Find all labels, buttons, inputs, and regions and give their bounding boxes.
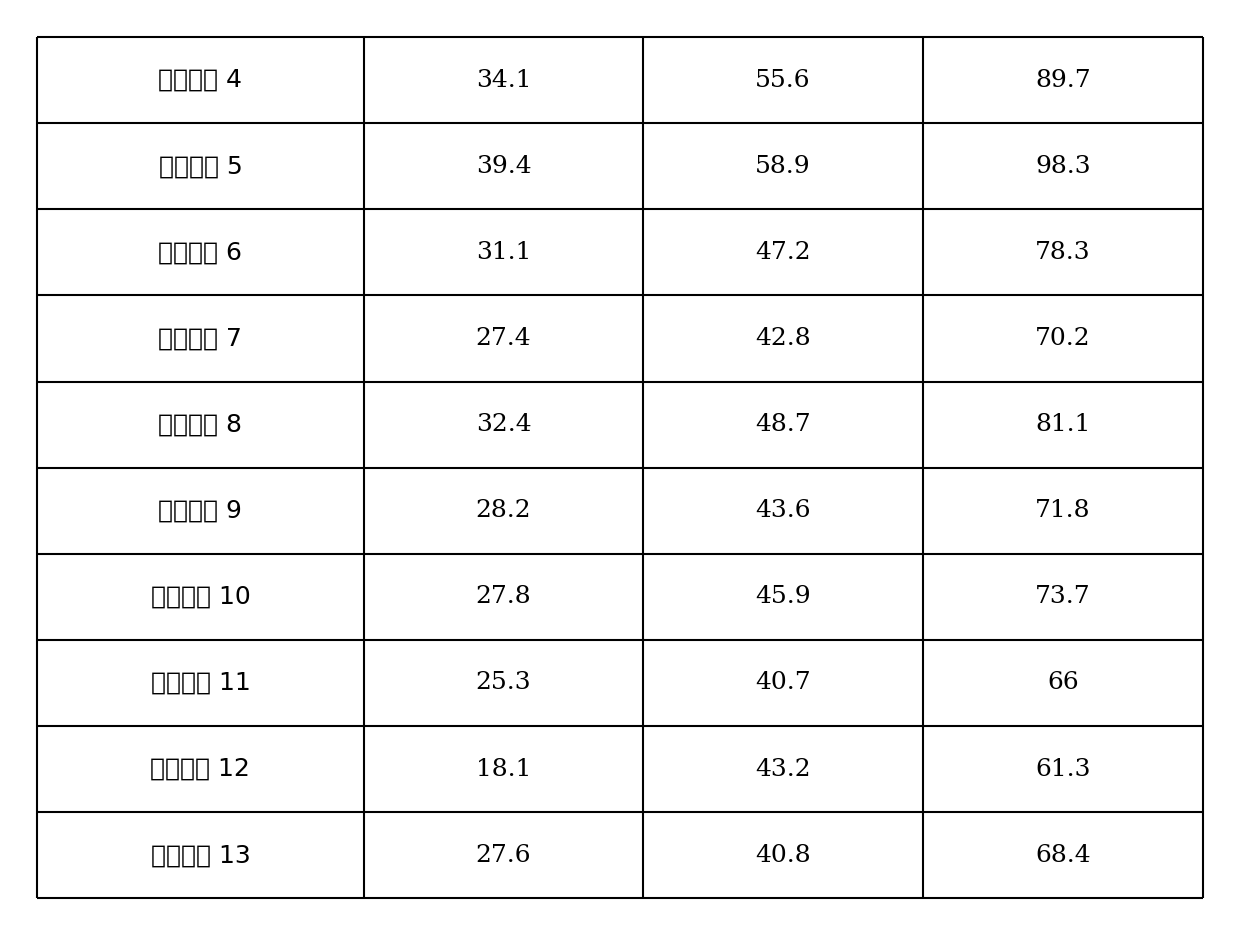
Text: 实验样品 5: 实验样品 5 (159, 155, 242, 178)
Text: 28.2: 28.2 (476, 499, 531, 522)
Text: 39.4: 39.4 (476, 155, 531, 178)
Text: 43.2: 43.2 (755, 757, 811, 781)
Text: 18.1: 18.1 (476, 757, 531, 781)
Text: 实验样品 7: 实验样品 7 (159, 327, 242, 350)
Text: 61.3: 61.3 (1035, 757, 1091, 781)
Text: 81.1: 81.1 (1035, 413, 1091, 436)
Text: 55.6: 55.6 (755, 69, 811, 92)
Text: 42.8: 42.8 (755, 327, 811, 350)
Text: 32.4: 32.4 (476, 413, 531, 436)
Text: 27.6: 27.6 (476, 844, 531, 867)
Text: 实验样品 10: 实验样品 10 (150, 585, 250, 608)
Text: 43.6: 43.6 (755, 499, 811, 522)
Text: 27.8: 27.8 (476, 585, 531, 608)
Text: 34.1: 34.1 (476, 69, 531, 92)
Text: 78.3: 78.3 (1035, 241, 1091, 264)
Text: 68.4: 68.4 (1035, 844, 1091, 867)
Text: 47.2: 47.2 (755, 241, 811, 264)
Text: 实验样品 9: 实验样品 9 (159, 499, 242, 522)
Text: 66: 66 (1047, 671, 1079, 694)
Text: 40.8: 40.8 (755, 844, 811, 867)
Text: 实验样品 12: 实验样品 12 (150, 757, 250, 781)
Text: 实验样品 8: 实验样品 8 (159, 413, 242, 436)
Text: 40.7: 40.7 (755, 671, 811, 694)
Text: 98.3: 98.3 (1035, 155, 1091, 178)
Text: 48.7: 48.7 (755, 413, 811, 436)
Text: 45.9: 45.9 (755, 585, 811, 608)
Text: 实验样品 6: 实验样品 6 (159, 241, 242, 264)
Text: 实验样品 13: 实验样品 13 (150, 844, 250, 867)
Text: 73.7: 73.7 (1035, 585, 1091, 608)
Text: 31.1: 31.1 (476, 241, 531, 264)
Text: 27.4: 27.4 (476, 327, 531, 350)
Text: 实验样品 4: 实验样品 4 (159, 69, 242, 92)
Text: 58.9: 58.9 (755, 155, 811, 178)
Text: 实验样品 11: 实验样品 11 (150, 671, 250, 694)
Text: 70.2: 70.2 (1035, 327, 1091, 350)
Text: 89.7: 89.7 (1035, 69, 1091, 92)
Text: 71.8: 71.8 (1035, 499, 1091, 522)
Text: 25.3: 25.3 (476, 671, 531, 694)
